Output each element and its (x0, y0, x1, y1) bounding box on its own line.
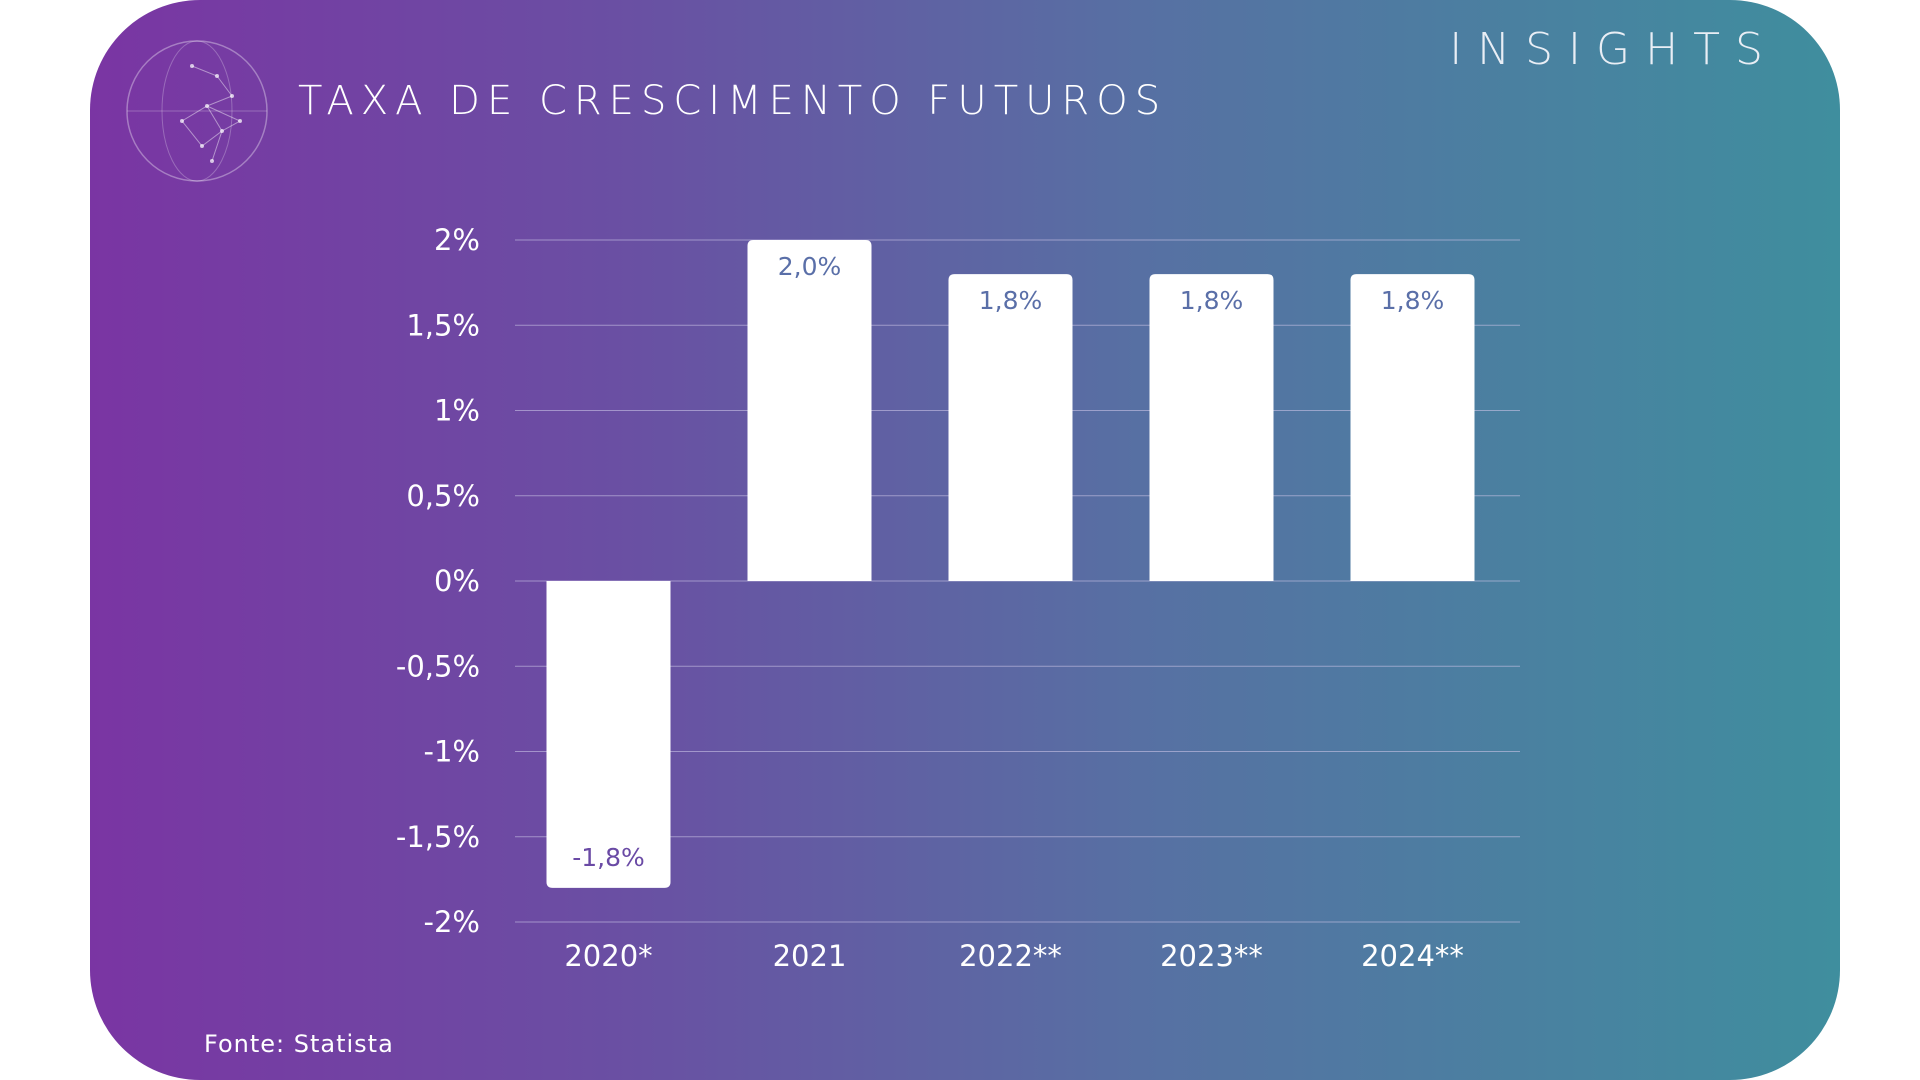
data-label: -1,8% (572, 843, 645, 872)
bar (546, 581, 671, 888)
source-note: Fonte: Statista (204, 1030, 394, 1058)
y-tick-label: 1,5% (406, 308, 480, 342)
data-label: 1,8% (1381, 286, 1445, 315)
globe-logo-icon (126, 40, 268, 182)
bar-chart: 2% 1,5% 1% 0,5% 0% -0,5% -1% -1,5% -2% -1,8% 2020*… (396, 223, 1520, 973)
y-tick-label: -0,5% (396, 649, 480, 683)
data-label: 1,8% (979, 286, 1043, 315)
bar (1350, 274, 1475, 581)
chart-card: INSIGHTS TAXA DE CRESCIMENTO FUTUROS 2% 1… (90, 0, 1840, 1080)
x-tick-label: 2023** (1160, 939, 1263, 973)
y-tick-label: -2% (424, 905, 480, 939)
y-tick-label: -1% (424, 735, 480, 769)
x-tick-label: 2024** (1361, 939, 1464, 973)
y-tick-label: 0% (434, 564, 480, 598)
y-tick-label: 0,5% (406, 479, 480, 513)
x-tick-label: 2021 (773, 939, 847, 973)
data-label: 1,8% (1180, 286, 1244, 315)
y-tick-label: 1% (434, 394, 480, 428)
x-tick-label: 2022** (959, 939, 1062, 973)
data-label: 2,0% (778, 252, 842, 281)
bar (1149, 274, 1274, 581)
chart-title: TAXA DE CRESCIMENTO FUTUROS (298, 78, 1168, 124)
bar (747, 240, 872, 581)
y-tick-label: 2% (434, 223, 480, 257)
y-tick-label: -1,5% (396, 820, 480, 854)
brand-wordmark: INSIGHTS (1449, 24, 1778, 75)
x-tick-label: 2020* (564, 939, 652, 973)
bar (948, 274, 1073, 581)
